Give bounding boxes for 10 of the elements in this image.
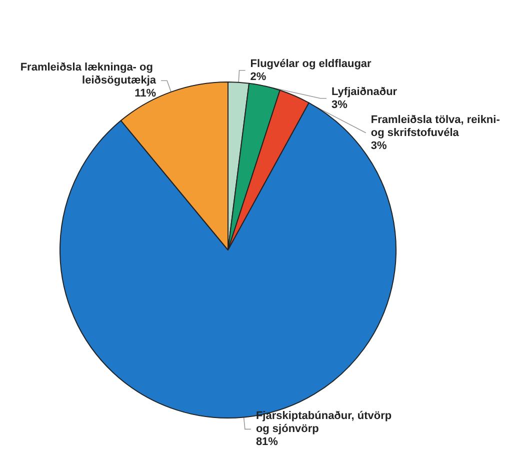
- data-label: 81%: [256, 436, 278, 448]
- data-label: 11%: [134, 88, 156, 100]
- slice-label: Fjarskiptabúnaður, útvörp og sjónvörp: [256, 410, 395, 436]
- slice-label: Framleiðsla tölva, reikni- og skrifstofuvéla: [370, 114, 503, 139]
- data-label: 3%: [331, 98, 348, 111]
- data-label: 3%: [370, 140, 387, 152]
- slice-label: Framleiðsla lækninga- og leiðsögutækja: [20, 62, 157, 87]
- slice-label: Lyfjaiðnaður: [331, 86, 398, 98]
- data-label: 2%: [250, 70, 266, 83]
- slice-label: Flugvélar og eldflaugar: [250, 58, 372, 70]
